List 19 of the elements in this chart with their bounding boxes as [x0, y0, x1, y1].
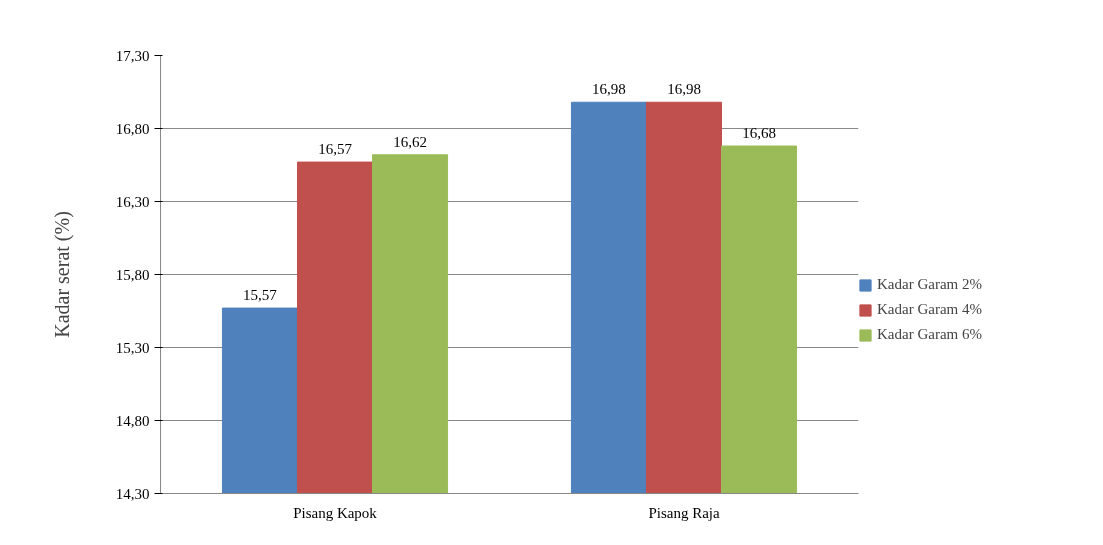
y-tick-label: 15,80 [115, 266, 150, 283]
y-tick-label: 14,30 [115, 485, 150, 502]
data-label: 16,98 [667, 81, 701, 98]
data-label: 16,98 [592, 81, 626, 98]
data-label: 16,62 [393, 133, 427, 150]
x-tick-label: Pisang Raja [648, 504, 720, 521]
y-tick-label: 15,30 [115, 339, 150, 356]
legend-label: Kadar Garam 6% [877, 326, 982, 343]
y-tick-label: 14,80 [115, 412, 150, 429]
data-label: 16,68 [742, 125, 776, 142]
y-axis-title: Kadar serat (%) [50, 211, 74, 338]
y-tick-label: 16,80 [115, 120, 150, 137]
legend-label: Kadar Garam 4% [877, 301, 982, 318]
y-tick-label: 16,30 [115, 193, 150, 210]
legend-label: Kadar Garam 2% [877, 276, 982, 293]
y-tick-label: 17,30 [115, 47, 150, 64]
data-label: 15,57 [243, 287, 278, 304]
x-tick-label: Pisang Kapok [293, 504, 378, 521]
data-label: 16,57 [318, 141, 353, 158]
